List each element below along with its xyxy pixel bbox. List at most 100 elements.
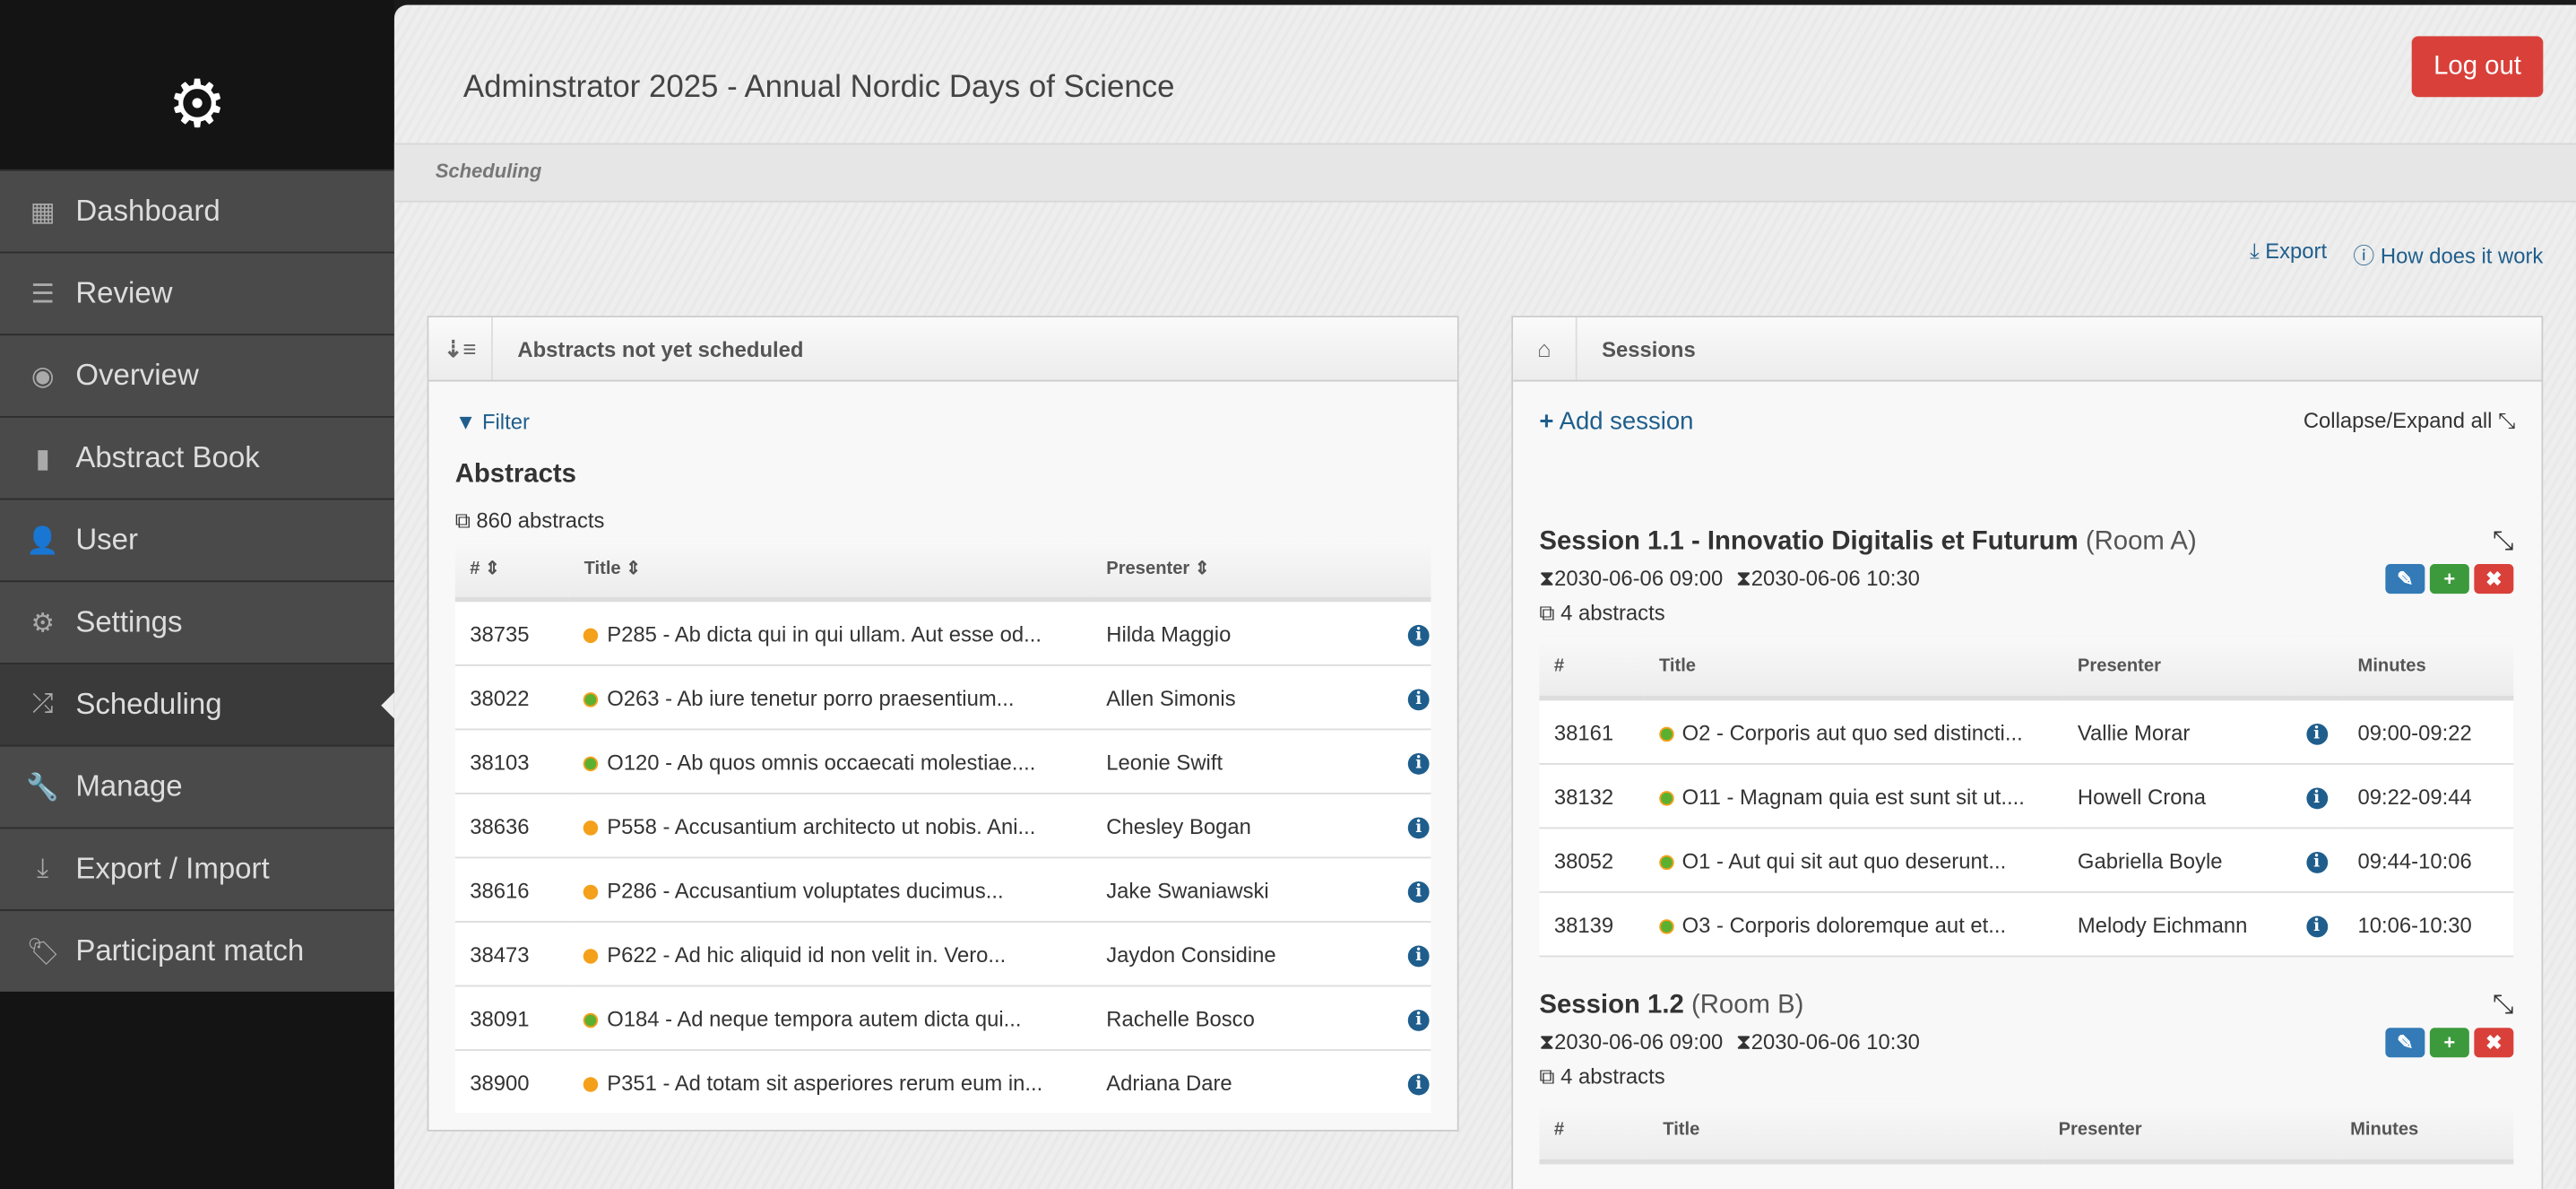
abstract-title: P558 - Accusantium architecto ut nobis. … [607, 812, 1036, 838]
info-icon[interactable]: i [1407, 1010, 1430, 1031]
column-header [2290, 636, 2344, 701]
sidebar-item-user[interactable]: 👤 User [0, 498, 394, 581]
info-icon[interactable]: i [1407, 689, 1430, 711]
export-link[interactable]: ⤓ Export [2250, 239, 2327, 270]
sidebar-item-export-import[interactable]: ⤓ Export / Import [0, 827, 394, 910]
presenter: Howell Crona [2062, 763, 2291, 829]
table-row[interactable]: 38616 P286 - Accusantium voluptates ducim… [454, 857, 1431, 923]
minutes: 09:00-09:22 [2343, 698, 2514, 765]
sort-arrows-icon: ⇕ [480, 558, 500, 578]
column-label: Presenter [2077, 655, 2161, 676]
sidebar-item-manage[interactable]: 🔧 Manage [0, 744, 394, 828]
delete-session-button[interactable]: ✖ [2474, 564, 2514, 594]
collapse-expand-all-button[interactable]: Collapse/Expand all ⤡ [2304, 408, 2515, 434]
table-row[interactable]: 38022 O263 - Ab iure tenetur porro praese… [454, 664, 1431, 731]
abstract-count: ⧉ 860 abstracts [455, 508, 605, 534]
edit-session-button[interactable]: ✎ [2385, 564, 2425, 594]
session-row[interactable]: 38161 O2 - Corporis aut quo sed distincti… [1539, 698, 2514, 765]
how-does-it-work-link[interactable]: ⓘ How does it work [2353, 239, 2543, 270]
info-icon[interactable]: i [2305, 916, 2328, 938]
sidebar-item-participant-match[interactable]: 🏷 Participant match [0, 909, 394, 992]
presenter: Gabriella Boyle [2062, 828, 2291, 893]
session-name: Session 1.2 [1539, 991, 1684, 1020]
abstract-title-cell: P286 - Accusantium voluptates ducimus... [569, 857, 1092, 923]
book-icon: ▮ [35, 445, 50, 473]
wrench-icon: 🔧 [26, 773, 59, 803]
sidebar-item-label: Manage [75, 769, 183, 803]
shuffle-icon: ⤮ [31, 690, 54, 718]
session-title[interactable]: Session 1.2 (Room B) ⤡ [1539, 992, 2513, 1021]
info-icon[interactable]: i [2305, 787, 2328, 810]
session-title[interactable]: Session 1.1 - Innovatio Digitalis et Fut… [1539, 528, 2513, 558]
sidebar-item-scheduling[interactable]: ⤮ Scheduling [0, 663, 394, 745]
info-icon[interactable]: i [1407, 1073, 1430, 1096]
session-row[interactable]: 38139 O3 - Corporis doloremque aut et... M… [1539, 891, 2514, 958]
table-row[interactable]: 38091 O184 - Ad neque tempora autem dicta… [454, 985, 1431, 1051]
table-row[interactable]: 38103 O120 - Ab quos omnis occaecati mole… [454, 729, 1431, 794]
info-icon[interactable]: i [2305, 852, 2328, 873]
eye-icon: ◉ [30, 362, 55, 391]
info-icon[interactable]: i [1407, 817, 1430, 839]
session-block: Session 1.1 - Innovatio Digitalis et Fut… [1539, 528, 2514, 958]
column-label: Presenter [1106, 558, 1190, 578]
sidebar-item-overview[interactable]: ◉ Overview [0, 334, 394, 417]
abstract-title-cell: O184 - Ad neque tempora autem dicta qui.… [569, 985, 1092, 1051]
sidebar-nav: ▦ Dashboard ☰ Review ◉ Overview ▮ Abstract Book… [0, 169, 394, 992]
column-label: # [1553, 1119, 1565, 1140]
delete-session-button[interactable]: ✖ [2474, 1028, 2514, 1058]
poster-status-dot [583, 627, 600, 643]
session-actions: ✎ + ✖ [2381, 564, 2514, 594]
session-times: ⧗2030-06-06 09:00 ⧗2030-06-06 10:30 [1539, 566, 2513, 592]
add-abstract-button[interactable]: + [2429, 564, 2469, 594]
session-row[interactable]: 38132 O11 - Magnam quia est sunt sit ut..… [1539, 763, 2514, 829]
copy-icon: ⧉ [1539, 600, 1561, 625]
poster-status-dot [583, 820, 600, 835]
info-icon[interactable]: i [1407, 945, 1430, 968]
logout-button[interactable]: Log out [2411, 36, 2544, 98]
info-icon[interactable]: i [2305, 723, 2328, 745]
column-header[interactable]: # ⇕ [454, 537, 570, 603]
column-label: Minutes [2357, 655, 2426, 676]
info-icon[interactable]: i [1407, 752, 1430, 775]
sidebar-item-settings[interactable]: ⚙ Settings [0, 580, 394, 664]
sidebar-item-review[interactable]: ☰ Review [0, 251, 394, 334]
column-header[interactable]: Presenter ⇕ [1091, 537, 1406, 603]
sort-icon[interactable]: ⇣≡ [428, 317, 493, 380]
session-row[interactable]: 38052 O1 - Aut qui sit aut quo deserunt..… [1539, 828, 2514, 893]
table-row[interactable]: 38900 P351 - Ad totam sit asperiores reru… [454, 1050, 1431, 1114]
breadcrumb: Scheduling [393, 143, 2576, 203]
column-header-blank [1405, 537, 1431, 603]
sidebar: ⚙ ▦ Dashboard ☰ Review ◉ Overview ▮ Abstract Bo… [0, 0, 394, 1189]
add-session-button[interactable]: + Add session [1539, 408, 1693, 436]
oral-status-dot [583, 755, 600, 771]
sidebar-item-dashboard[interactable]: ▦ Dashboard [0, 169, 394, 252]
table-row[interactable]: 38473 P622 - Ad hic aliquid id non velit … [454, 921, 1431, 987]
info-icon[interactable]: i [1407, 624, 1430, 647]
abstract-title: P286 - Accusantium voluptates ducimus... [607, 877, 1004, 902]
session-start: 2030-06-06 09:00 [1554, 1029, 1724, 1054]
abstract-id: 38161 [1539, 698, 1645, 765]
download-icon: ⤓ [2250, 238, 2260, 264]
poster-status-dot [583, 948, 600, 963]
compress-icon[interactable]: ⤡ [2492, 991, 2514, 1020]
abstract-id: 38473 [454, 921, 570, 987]
column-header[interactable]: Title ⇕ [569, 537, 1092, 603]
sidebar-item-abstract-book[interactable]: ▮ Abstract Book [0, 416, 394, 499]
info-icon[interactable]: i [1407, 881, 1430, 903]
grid-icon: ▦ [30, 197, 56, 227]
edit-session-button[interactable]: ✎ [2385, 1028, 2425, 1058]
home-icon[interactable]: ⌂ [1513, 317, 1578, 380]
abstract-id: 38132 [1539, 763, 1645, 829]
table-row[interactable]: 38735 P285 - Ab dicta qui in qui ullam. A… [454, 599, 1431, 666]
add-session-label: Add session [1559, 407, 1694, 437]
abstracts-table-scroll[interactable]: # ⇕ Title ⇕ Presenter ⇕ 38735 P285 - Ab dict… [454, 537, 1431, 1114]
hourglass-start-icon: ⧗ [1539, 565, 1555, 591]
session-actions: ✎ + ✖ [2381, 1028, 2514, 1058]
filter-button[interactable]: ▼ Filter [455, 410, 530, 435]
main-content: Adminstrator 2025 - Annual Nordic Days o… [393, 4, 2576, 1189]
add-abstract-button[interactable]: + [2429, 1028, 2469, 1058]
table-row[interactable]: 38636 P558 - Accusantium architecto ut no… [454, 793, 1431, 859]
table-header-row: # Title Presenter Minutes [1539, 1099, 2514, 1165]
count-label: 4 abstracts [1560, 600, 1665, 625]
compress-icon[interactable]: ⤡ [2492, 527, 2514, 556]
